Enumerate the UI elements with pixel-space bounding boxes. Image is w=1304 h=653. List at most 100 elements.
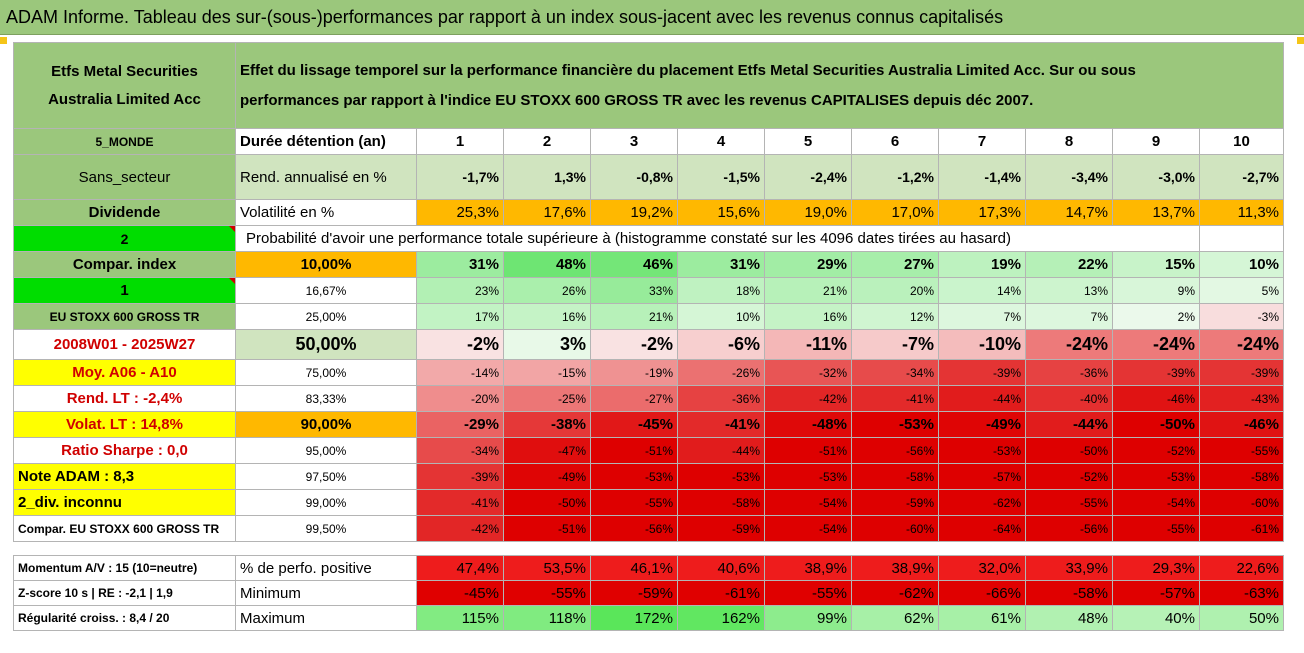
duration-label: Durée détention (an) [235, 128, 417, 155]
summary-value: 115% [416, 605, 504, 631]
quantile-value: -56% [851, 437, 939, 464]
quantile-value: -39% [1199, 359, 1284, 386]
summary-value: 29,3% [1112, 555, 1200, 581]
quantile-row: EU STOXX 600 GROSS TR 25,00% 17% 16% 21% 10% 1… [13, 303, 1284, 330]
quantile-percent: 25,00% [235, 303, 417, 330]
quantile-value: 7% [938, 303, 1026, 330]
spacer-cell [1025, 541, 1113, 556]
quantile-value: -54% [764, 515, 852, 542]
quantile-value: 5% [1199, 277, 1284, 304]
quantile-value: -29% [416, 411, 504, 438]
quantile-value: -64% [938, 515, 1026, 542]
quantile-value: -38% [503, 411, 591, 438]
summary-value: -57% [1112, 580, 1200, 606]
quantile-percent: 99,00% [235, 489, 417, 516]
summary-label: % de perfo. positive [235, 555, 417, 581]
spacer-cell [503, 541, 591, 556]
quantile-percent: 50,00% [235, 329, 417, 360]
quantile-row: Ratio Sharpe : 0,0 95,00% -34% -47% -51% -44%… [13, 437, 1284, 464]
quantile-tag: Compar. EU STOXX 600 GROSS TR [13, 515, 236, 542]
quantile-row: Compar. EU STOXX 600 GROSS TR 99,50% -42% -… [13, 515, 1284, 542]
quantile-value: 16% [764, 303, 852, 330]
report-title: ADAM Informe. Tableau des sur-(sous-)per… [0, 0, 1304, 35]
spacer-cell [416, 541, 504, 556]
quantile-value: -24% [1112, 329, 1200, 360]
duration-year-3: 3 [590, 128, 678, 155]
quantile-value: -36% [677, 385, 765, 412]
summary-value: -55% [503, 580, 591, 606]
quantile-value: -48% [764, 411, 852, 438]
quantile-value: -36% [1025, 359, 1113, 386]
quantile-value: -55% [590, 489, 678, 516]
quantile-value: -42% [764, 385, 852, 412]
annualized-return-value: 1,3% [503, 154, 591, 200]
quantile-value: -53% [938, 437, 1026, 464]
quantile-value: -53% [851, 411, 939, 438]
summary-value: 32,0% [938, 555, 1026, 581]
spacer-cell [13, 541, 236, 556]
summary-value: 38,9% [764, 555, 852, 581]
quantile-value: -56% [590, 515, 678, 542]
quantile-value: -55% [1025, 489, 1113, 516]
quantile-value: 17% [416, 303, 504, 330]
annualized-return-value: -1,5% [677, 154, 765, 200]
quantile-value: -51% [764, 437, 852, 464]
quantile-value: 12% [851, 303, 939, 330]
quantile-row: Volat. LT : 14,8% 90,00% -29% -38% -45% -41% -… [13, 411, 1284, 438]
volatility-value: 25,3% [416, 199, 504, 226]
duration-year-2: 2 [503, 128, 591, 155]
annualized-return-value: -1,4% [938, 154, 1026, 200]
quantile-value: -53% [590, 463, 678, 490]
summary-value: 99% [764, 605, 852, 631]
quantile-value: 31% [677, 251, 765, 278]
quantile-value: -15% [503, 359, 591, 386]
quantile-tag: Note ADAM : 8,3 [13, 463, 236, 490]
quantile-value: 10% [1199, 251, 1284, 278]
quantile-value: 15% [1112, 251, 1200, 278]
quantile-value: -58% [851, 463, 939, 490]
volatility-row: Dividende Volatilité en % 25,3% 17,6% 19,2% 1… [13, 199, 1284, 226]
quantile-value: -10% [938, 329, 1026, 360]
quantile-value: -52% [1112, 437, 1200, 464]
quantile-value: -61% [1199, 515, 1284, 542]
quantile-percent: 99,50% [235, 515, 417, 542]
summary-value: 40% [1112, 605, 1200, 631]
tag-sans-secteur: Sans_secteur [13, 154, 236, 200]
tag-dividende: Dividende [13, 199, 236, 226]
quantile-percent: 97,50% [235, 463, 417, 490]
quantile-value: -27% [590, 385, 678, 412]
quantile-value: -54% [764, 489, 852, 516]
annualized-return-row: Sans_secteur Rend. annualisé en % -1,7% 1,3… [13, 154, 1284, 200]
summary-value: -66% [938, 580, 1026, 606]
quantile-percent: 16,67% [235, 277, 417, 304]
quantile-value: -41% [677, 411, 765, 438]
summary-row: Régularité croiss. : 8,4 / 20 Maximum 115%… [13, 605, 1284, 631]
summary-value: 33,9% [1025, 555, 1113, 581]
quantile-value: 21% [590, 303, 678, 330]
quantile-value: -2% [416, 329, 504, 360]
fund-name-line: Australia Limited Acc [48, 90, 201, 108]
quantile-tag: 2_div. inconnu [13, 489, 236, 516]
spacer-cell [938, 541, 1026, 556]
quantile-value: -47% [503, 437, 591, 464]
quantile-value: -51% [503, 515, 591, 542]
quantile-value: -53% [764, 463, 852, 490]
summary-value: -45% [416, 580, 504, 606]
annualized-return-value: -3,4% [1025, 154, 1113, 200]
quantile-value: 31% [416, 251, 504, 278]
quantile-value: -60% [1199, 489, 1284, 516]
duration-year-7: 7 [938, 128, 1026, 155]
probability-row: 2 Probabilité d'avoir une performance tot… [13, 225, 1284, 252]
summary-row: Momentum A/V : 15 (10=neutre)% de perfo.… [13, 555, 1284, 581]
quantile-value: -49% [503, 463, 591, 490]
quantile-value: -50% [1025, 437, 1113, 464]
summary-value: 53,5% [503, 555, 591, 581]
volatility-value: 19,0% [764, 199, 852, 226]
duration-year-6: 6 [851, 128, 939, 155]
quantile-value: -53% [677, 463, 765, 490]
duration-year-8: 8 [1025, 128, 1113, 155]
quantile-value: 26% [503, 277, 591, 304]
summary-value: -63% [1199, 580, 1284, 606]
quantile-value: -19% [590, 359, 678, 386]
spacer-cell [764, 541, 852, 556]
